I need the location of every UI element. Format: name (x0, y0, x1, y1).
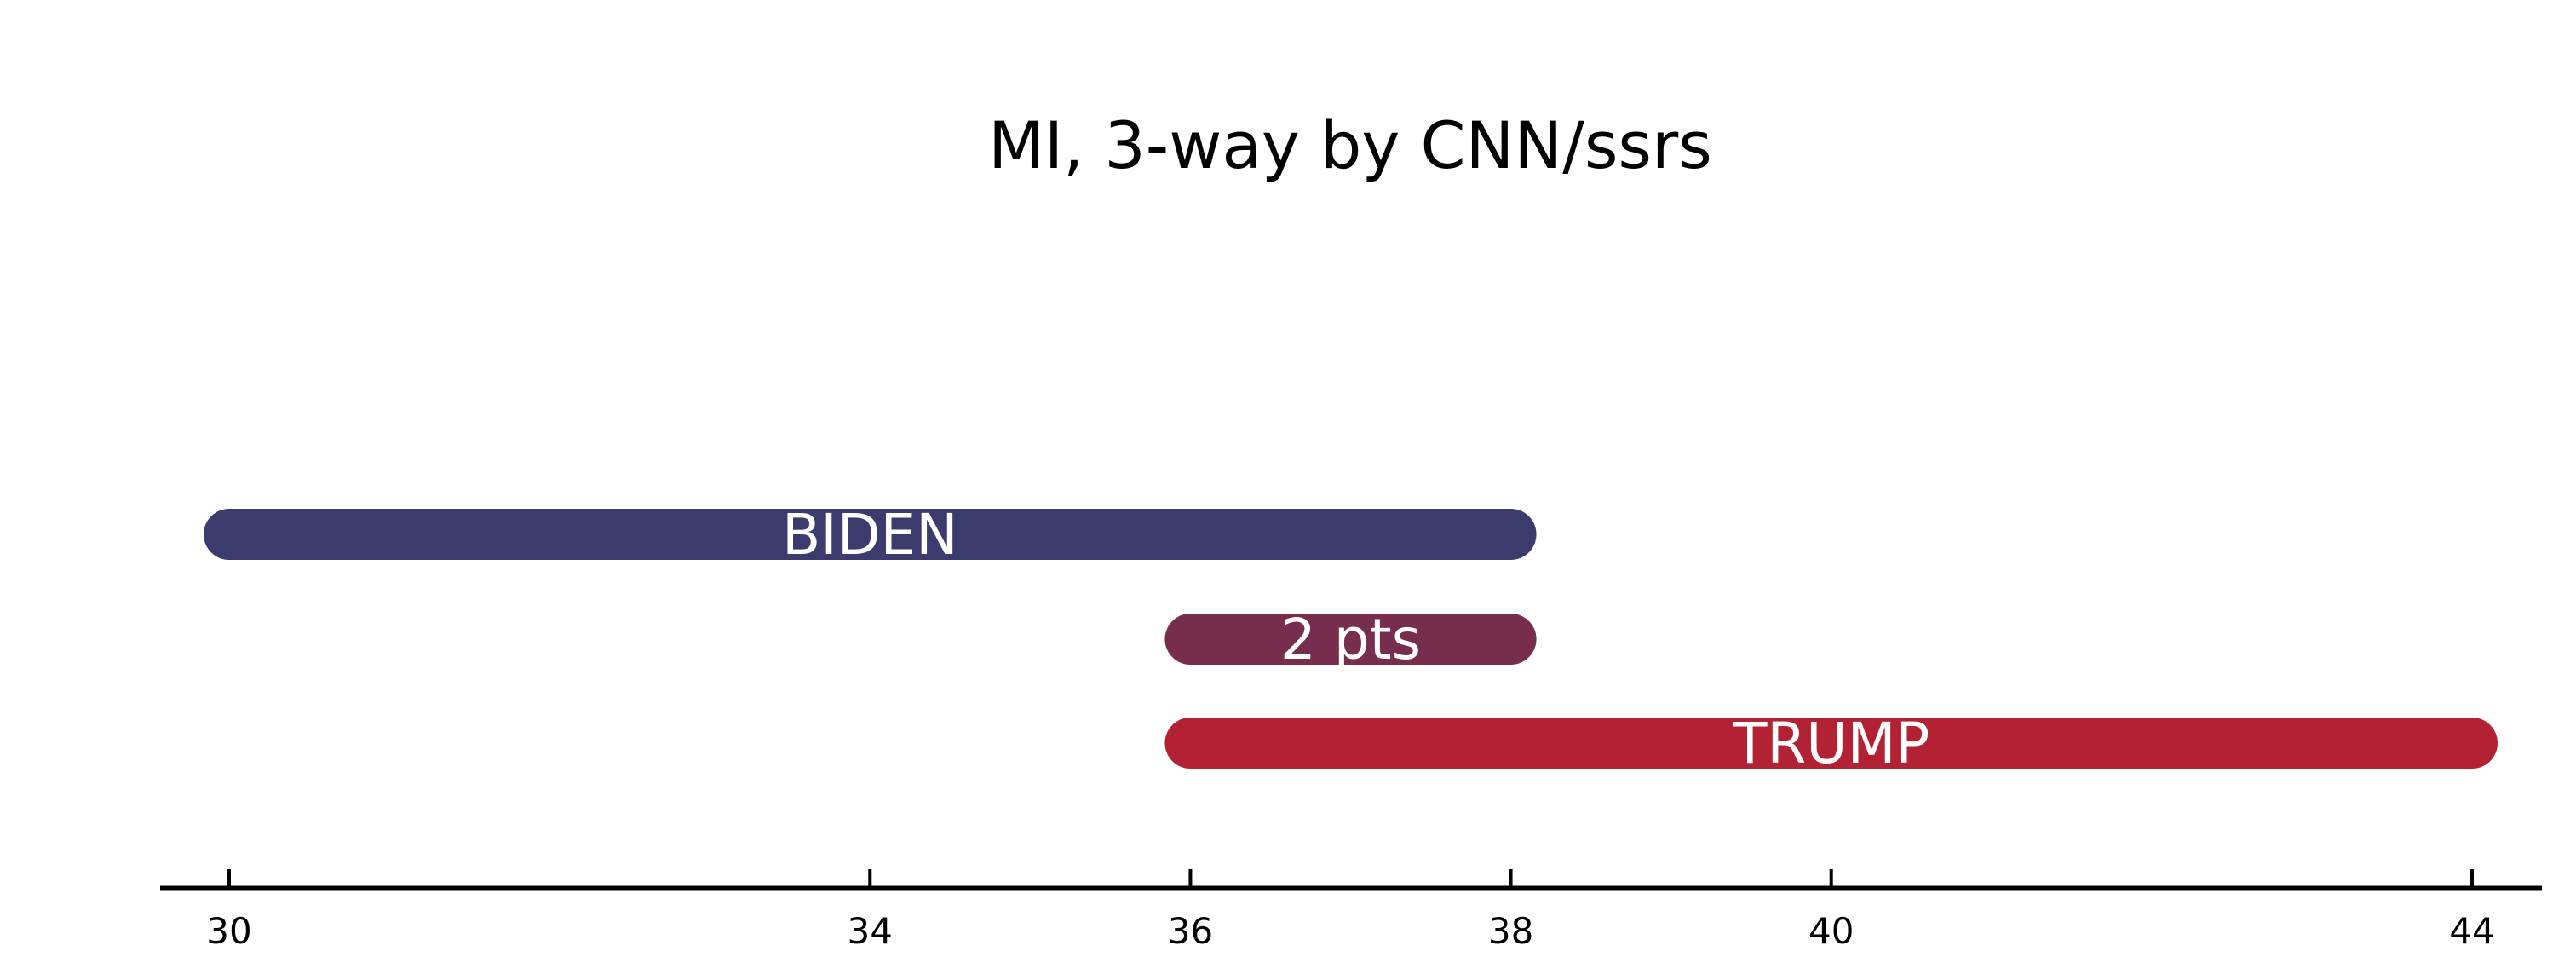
bar-2-pts: 2 pts (1164, 607, 1537, 672)
bar-label: BIDEN (782, 502, 958, 568)
x-tick-label: 30 (206, 910, 251, 952)
x-tick-label: 38 (1488, 910, 1533, 952)
x-tick-label: 44 (2449, 910, 2494, 952)
x-tick-label: 34 (848, 910, 893, 952)
chart-title: MI, 3-way by CNN/ssrs (988, 107, 1712, 183)
x-tick-label: 36 (1168, 910, 1213, 952)
bar-biden: BIDEN (204, 502, 1537, 568)
bar-label: 2 pts (1280, 607, 1421, 672)
bars-layer: BIDEN 2 pts TRUMP (204, 502, 2498, 776)
bar-label: TRUMP (1732, 711, 1929, 776)
x-axis-ticks: 30 34 36 38 40 44 (206, 869, 2495, 952)
bar-trump: TRUMP (1164, 711, 2498, 776)
x-tick-label: 40 (1808, 910, 1854, 952)
